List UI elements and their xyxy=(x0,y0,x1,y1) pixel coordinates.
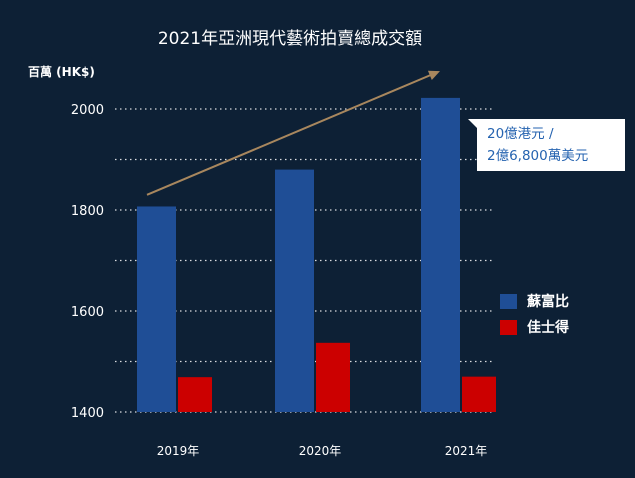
bar-christies-0 xyxy=(178,377,212,412)
y-axis-label: 百萬 (HK$) xyxy=(28,64,95,79)
y-tick-label-1400: 1400 xyxy=(71,406,104,421)
bar-christies-2 xyxy=(462,376,496,412)
legend-label-sothebys: 蘇富比 xyxy=(527,294,569,310)
bar-sothebys-2 xyxy=(421,97,460,412)
legend-label-christies: 佳士得 xyxy=(527,320,569,336)
chart-title: 2021年亞洲現代藝術拍賣總成交額 xyxy=(158,29,422,49)
bar-sothebys-0 xyxy=(137,206,176,412)
x-tick-label-1: 2020年 xyxy=(299,444,342,458)
y-tick-label-1600: 1600 xyxy=(71,305,104,320)
annotation-callout: 20億港元 / 2億6,800萬美元 xyxy=(468,119,625,171)
x-tick-label-2: 2021年 xyxy=(445,444,488,458)
trend-arrow-line xyxy=(146,72,435,196)
legend: 蘇富比 佳士得 xyxy=(500,289,569,341)
x-tick-label-0: 2019年 xyxy=(157,444,200,458)
annotation-line-usd: 2億6,800萬美元 xyxy=(487,148,589,164)
callout-notch xyxy=(468,119,477,128)
legend-item-sothebys: 蘇富比 xyxy=(500,289,569,313)
bar-christies-1 xyxy=(316,342,350,412)
bar-sothebys-1 xyxy=(275,169,314,412)
y-tick-label-2000: 2000 xyxy=(71,103,104,118)
y-tick-label-1800: 1800 xyxy=(71,204,104,219)
trend-arrow-head xyxy=(427,70,440,81)
legend-swatch-christies xyxy=(500,319,517,335)
annotation-line-hkd: 20億港元 / xyxy=(487,126,554,142)
legend-swatch-sothebys xyxy=(500,293,517,309)
legend-item-christies: 佳士得 xyxy=(500,315,569,339)
